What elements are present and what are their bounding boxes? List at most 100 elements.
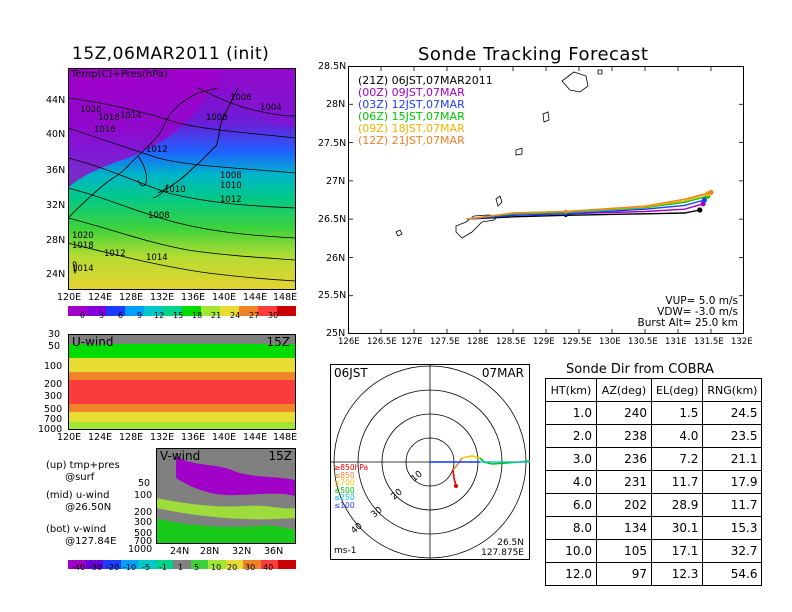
legend-item: (21Z) 06JST,07MAR2011: [358, 74, 493, 87]
table-cell: 2.0: [545, 424, 597, 448]
pressure-legend-item: ≤850: [334, 470, 355, 480]
tokara-island: [597, 69, 603, 75]
colorbar-label: 6: [118, 311, 124, 320]
hodograph-yellow: [461, 455, 481, 459]
vwind-time: 15Z: [268, 449, 293, 463]
legend-item: (12Z) 21JST,07MAR: [358, 134, 465, 147]
sonde-table-wrap: HT(km) AZ(deg) EL(deg) RNG(km) 1.0 240 1.5…: [545, 378, 763, 586]
sonde-marker: [454, 484, 458, 488]
isobar-label: 1014: [72, 264, 94, 274]
colorbar-label: -10: [123, 563, 137, 572]
legend-item: (03Z) 12JST,07MAR: [358, 98, 465, 111]
lat-tick: 28N: [46, 235, 66, 246]
table-cell: 12.3: [650, 562, 704, 586]
isobar-label: 1012: [146, 145, 168, 155]
isobar-label: 1012: [220, 195, 242, 205]
temp-colorbar: [68, 306, 296, 316]
lon-tick: 131E: [665, 337, 687, 347]
p-tick: 30: [48, 329, 61, 340]
colorbar-label: -30: [89, 563, 103, 572]
p-tick: 1000: [128, 544, 153, 555]
note-up: (up) tmp+pres @surf: [46, 460, 120, 483]
lon-tick: 148E: [273, 292, 298, 303]
table-cell: 28.9: [650, 493, 704, 517]
colorbar-label: 30: [245, 563, 256, 572]
colorbar-label: -40: [72, 563, 86, 572]
table-row: 10.0 105 17.1 32.7: [545, 539, 763, 563]
cold-east-region: [218, 68, 296, 128]
table-row: 2.0 238 4.0 23.5: [545, 424, 763, 448]
p-tick: 100: [44, 361, 63, 372]
lon-tick: 128E: [119, 292, 144, 303]
p-tick: 300: [134, 517, 153, 528]
lat-tick: 36N: [264, 546, 284, 557]
kume-island: [395, 229, 403, 237]
lat-tick: 25N: [326, 328, 346, 339]
note-mid: (mid) u-wind @26.50N: [46, 490, 112, 513]
table-cell: 202: [596, 493, 652, 517]
cold-continent-region: [68, 68, 218, 188]
isobar-label: 1006: [230, 93, 252, 103]
vwind-label: V-wind: [160, 449, 201, 463]
lat-tick: 28.5N: [318, 61, 347, 72]
table-cell: 1.5: [650, 401, 704, 425]
p-tick: 500: [134, 528, 153, 539]
table-cell: 21.1: [702, 447, 763, 471]
table-row: 8.0 134 30.1 15.3: [545, 516, 763, 540]
table-row: 4.0 231 11.7 17.9: [545, 470, 763, 494]
table-cell: 24.5: [702, 401, 763, 425]
colorbar-label: -20: [106, 563, 120, 572]
vup-param: VUP= 5.0 m/s: [665, 295, 738, 307]
lat-tick: 24N: [170, 546, 190, 557]
pressure-legend-item: ≥850hPa: [334, 463, 369, 472]
burst-param: Burst Alt= 25.0 km: [637, 317, 738, 329]
legend-item: (06Z) 15JST,07MAR: [358, 110, 465, 123]
pressure-legend-item: ≤500: [334, 485, 355, 495]
lat-tick: 26N: [326, 253, 346, 264]
okinoerabu: [515, 147, 523, 156]
sonde-table: HT(km) AZ(deg) EL(deg) RNG(km) 1.0 240 1.5…: [545, 378, 763, 586]
table-cell: 23.5: [702, 424, 763, 448]
colorbar-label: -1: [159, 563, 167, 572]
lon-tick: 120E: [57, 432, 82, 443]
uwind-label: U-wind: [72, 335, 114, 349]
polar-lon: 127.875E: [481, 548, 524, 558]
temp-pres-map: 1006 1004 1020 1018 1014 1016 1008 1012 …: [67, 68, 297, 290]
lon-tick: 127.5E: [430, 337, 460, 347]
lon-tick: 130E: [599, 337, 621, 347]
isobar-label: 1008: [220, 171, 242, 181]
init-title: 15Z,06MAR2011 (init): [72, 44, 270, 64]
p-tick: 300: [44, 391, 63, 402]
vwind-svg: [156, 448, 296, 544]
hodograph-orange: [452, 457, 463, 471]
isobar-label: 1018: [98, 113, 120, 123]
vwind-panel: V-wind 15Z: [156, 448, 296, 544]
p-tick: 200: [134, 507, 153, 518]
table-row: 3.0 236 7.2 21.1: [545, 447, 763, 471]
lon-tick: 126.5E: [367, 337, 397, 347]
table-cell: 11.7: [650, 470, 704, 494]
lat-tick: 27.5N: [318, 138, 347, 149]
lon-tick: 128E: [119, 432, 144, 443]
vdw-param: VDW= -3.0 m/s: [657, 306, 738, 318]
lat-tick: 32N: [232, 546, 252, 557]
table-header: AZ(deg): [596, 378, 652, 402]
table-row: 1.0 240 1.5 24.5: [545, 401, 763, 425]
isobar-label: 1014: [120, 111, 142, 121]
isobar-label: 1010: [164, 185, 186, 195]
colorbar-label: 40: [263, 563, 274, 572]
temp-colorbar-labels: 0 3 6 9 12 15 18 21 24 27 30: [80, 311, 300, 321]
lat-tick: 28N: [326, 99, 346, 110]
pressure-legend-item: ≤700: [334, 478, 355, 487]
lat-tick: 32N: [46, 200, 66, 211]
lon-tick: 128.5E: [496, 337, 526, 347]
table-cell: 4.0: [650, 424, 704, 448]
pressure-legend-item: ≤250: [334, 493, 355, 502]
colorbar-label: 20: [227, 563, 238, 572]
colorbar-label: 0: [80, 311, 86, 320]
colorbar-label: 12: [154, 311, 165, 320]
lon-tick: 136E: [181, 432, 206, 443]
colorbar-label: 9: [137, 311, 143, 320]
lat-tick: 40N: [46, 129, 66, 140]
polar-location: 26.5N 127.875E: [481, 538, 524, 558]
